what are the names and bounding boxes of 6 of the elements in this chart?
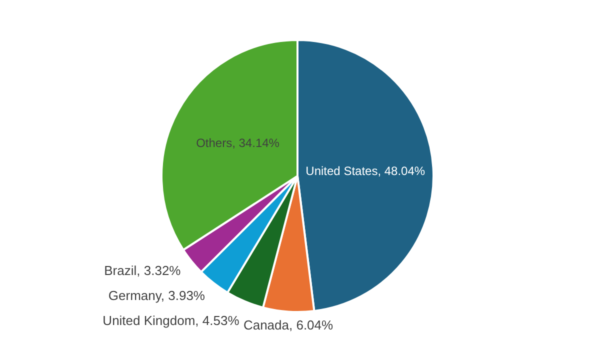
slice-label: United States, 48.04% <box>306 164 426 178</box>
slice-label: Canada, 6.04% <box>243 317 334 332</box>
slice-label: Germany, 3.93% <box>108 288 206 303</box>
slice-label: Brazil, 3.32% <box>104 262 182 278</box>
slice-label: Others, 34.14% <box>196 136 280 150</box>
slice-label: United Kingdom, 4.53% <box>102 312 240 328</box>
